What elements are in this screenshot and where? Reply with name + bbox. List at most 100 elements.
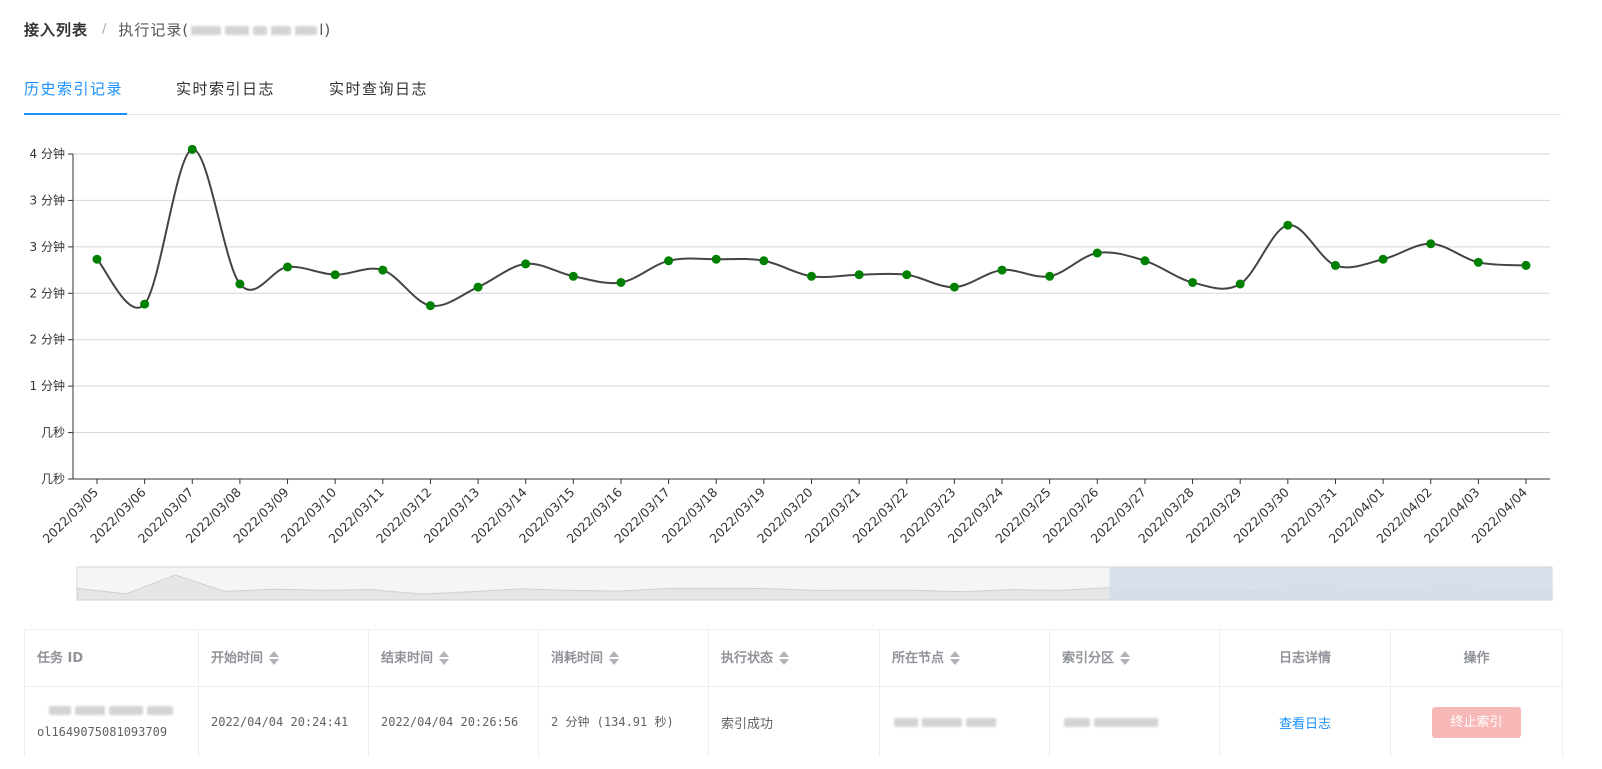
column-header-duration[interactable]: 消耗时间: [539, 630, 709, 687]
data-point-marker[interactable]: [807, 271, 816, 281]
data-point-marker[interactable]: [1283, 220, 1293, 230]
column-header-task-id: 任务 ID: [25, 630, 199, 687]
breadcrumb-current-prefix: 执行记录(: [118, 21, 190, 39]
column-header-label: 开始时间: [211, 651, 264, 666]
y-tick-label: 2 分钟: [30, 332, 65, 347]
y-tick-label: 3 分钟: [30, 192, 65, 207]
chart-zoom-slider[interactable]: [76, 566, 1553, 601]
cell-log-details: 查看日志: [1220, 687, 1391, 757]
redacted-text: [295, 26, 318, 35]
column-header-status[interactable]: 执行状态: [709, 630, 880, 687]
chart-grid: [73, 153, 1550, 480]
y-tick-label: 几秒: [41, 472, 65, 486]
tab-realtime-query-log[interactable]: 实时查询日志: [329, 80, 429, 98]
chart-markers: [92, 144, 1531, 311]
redacted-text: [37, 700, 175, 720]
column-header-label: 执行状态: [721, 651, 774, 666]
data-point-marker[interactable]: [92, 254, 102, 264]
tab-realtime-index-log[interactable]: 实时索引日志: [176, 80, 276, 98]
column-header-label: 日志详情: [1278, 651, 1331, 666]
data-point-marker[interactable]: [235, 279, 245, 289]
column-header-label: 任务 ID: [37, 651, 84, 666]
data-point-marker[interactable]: [1140, 256, 1150, 266]
redacted-text: [892, 715, 998, 730]
y-tick-label: 3 分钟: [30, 239, 65, 254]
data-point-marker[interactable]: [1188, 277, 1198, 287]
status-text: 索引成功: [721, 716, 774, 732]
cell-task-id: ol1649075081093709: [25, 687, 199, 757]
column-header-label: 结束时间: [381, 651, 434, 666]
column-header-label: 所在节点: [892, 651, 945, 666]
data-point-marker[interactable]: [997, 265, 1007, 275]
data-point-marker[interactable]: [1521, 260, 1531, 270]
chart-series-line: [96, 148, 1527, 309]
data-point-marker[interactable]: [140, 299, 150, 309]
breadcrumb-current: 执行记录( l): [118, 19, 331, 40]
data-point-marker[interactable]: [473, 282, 483, 292]
redacted-text: [271, 26, 292, 35]
cell-end-time: 2022/04/04 20:26:56: [369, 687, 539, 757]
data-point-marker[interactable]: [949, 282, 959, 292]
execution-records-table: 任务 ID 开始时间 结束时间 消耗时间 执行状态 所在节点 索引分区 日志详情…: [24, 629, 1563, 757]
duration-text: 2 分钟 (134.91 秒): [551, 715, 674, 729]
data-point-marker[interactable]: [330, 270, 340, 280]
data-point-marker[interactable]: [378, 265, 388, 275]
column-header-node[interactable]: 所在节点: [880, 630, 1050, 687]
y-tick-label: 4 分钟: [30, 146, 65, 161]
tab-history-index-records[interactable]: 历史索引记录: [24, 76, 128, 115]
sort-icon[interactable]: [269, 650, 280, 665]
redacted-text: [225, 26, 250, 35]
data-point-marker[interactable]: [425, 301, 435, 311]
stop-index-button[interactable]: 终止索引: [1432, 706, 1521, 738]
data-point-marker[interactable]: [759, 256, 769, 266]
cell-status: 索引成功: [709, 687, 880, 757]
sort-icon[interactable]: [609, 650, 620, 665]
view-log-link[interactable]: 查看日志: [1278, 716, 1331, 732]
cell-partition: [1050, 687, 1220, 757]
column-header-partition[interactable]: 索引分区: [1050, 630, 1220, 687]
table-row: ol1649075081093709 2022/04/04 20:24:41 2…: [25, 687, 1562, 757]
cell-start-time: 2022/04/04 20:24:41: [199, 687, 369, 757]
breadcrumb: 接入列表 / 执行记录( l): [24, 19, 331, 40]
column-header-actions: 操作: [1391, 630, 1562, 687]
data-point-marker[interactable]: [521, 259, 531, 269]
data-point-marker[interactable]: [1092, 248, 1102, 258]
data-point-marker[interactable]: [187, 144, 197, 154]
redacted-text: [1062, 715, 1160, 730]
data-point-marker[interactable]: [1330, 260, 1340, 270]
column-header-start-time[interactable]: 开始时间: [199, 630, 369, 687]
y-tick-label: 1 分钟: [30, 378, 65, 393]
column-header-label: 索引分区: [1062, 651, 1115, 666]
data-point-marker[interactable]: [1473, 257, 1483, 267]
y-tick-label: 2 分钟: [30, 285, 65, 300]
breadcrumb-current-suffix: l): [319, 21, 332, 39]
sort-icon[interactable]: [439, 650, 450, 665]
data-point-marker[interactable]: [568, 271, 578, 281]
data-point-marker[interactable]: [1426, 239, 1436, 249]
data-point-marker[interactable]: [711, 254, 721, 264]
data-point-marker[interactable]: [902, 270, 912, 280]
tabs-bar: 历史索引记录 实时索引日志 实时查询日志: [24, 76, 1561, 115]
zoom-slider-selection[interactable]: [1109, 567, 1553, 600]
column-header-label: 消耗时间: [551, 651, 604, 666]
data-point-marker[interactable]: [1235, 279, 1245, 289]
sort-icon[interactable]: [950, 650, 961, 665]
breadcrumb-separator: /: [102, 22, 107, 37]
data-point-marker[interactable]: [1378, 254, 1388, 264]
data-point-marker[interactable]: [854, 270, 864, 280]
data-point-marker[interactable]: [664, 256, 674, 266]
chart-x-axis: 2022/03/052022/03/062022/03/072022/03/08…: [40, 479, 1530, 546]
start-time-text: 2022/04/04 20:24:41: [211, 715, 349, 729]
data-point-marker[interactable]: [616, 277, 626, 287]
data-point-marker[interactable]: [283, 262, 293, 272]
column-header-end-time[interactable]: 结束时间: [369, 630, 539, 687]
column-header-log-details: 日志详情: [1220, 630, 1391, 687]
sort-icon[interactable]: [779, 650, 790, 665]
data-point-marker[interactable]: [1045, 271, 1055, 281]
breadcrumb-root-link[interactable]: 接入列表: [24, 21, 89, 39]
table-header-row: 任务 ID 开始时间 结束时间 消耗时间 执行状态 所在节点 索引分区 日志详情…: [25, 630, 1562, 687]
y-tick-label: 几秒: [41, 426, 65, 440]
sort-icon[interactable]: [1120, 650, 1131, 665]
